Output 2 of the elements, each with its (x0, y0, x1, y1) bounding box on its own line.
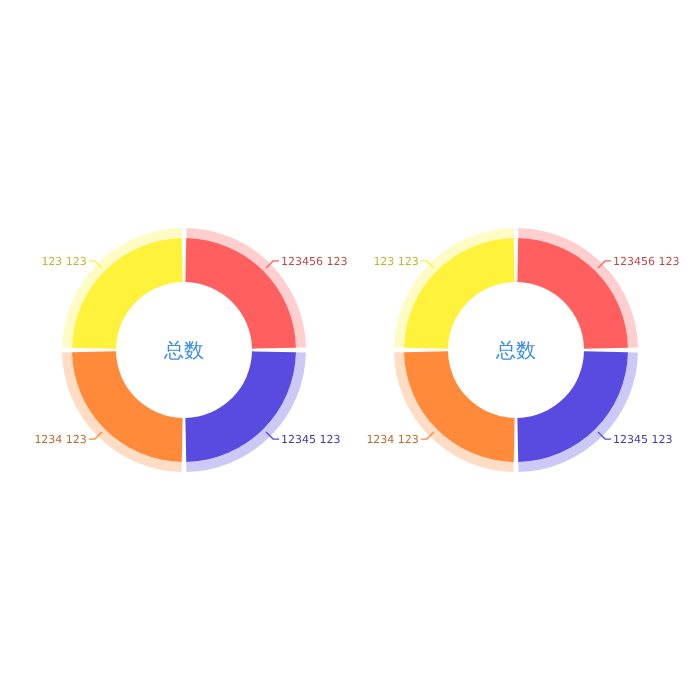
text: 总数 (162, 339, 204, 363)
text: 总数 (494, 339, 536, 363)
